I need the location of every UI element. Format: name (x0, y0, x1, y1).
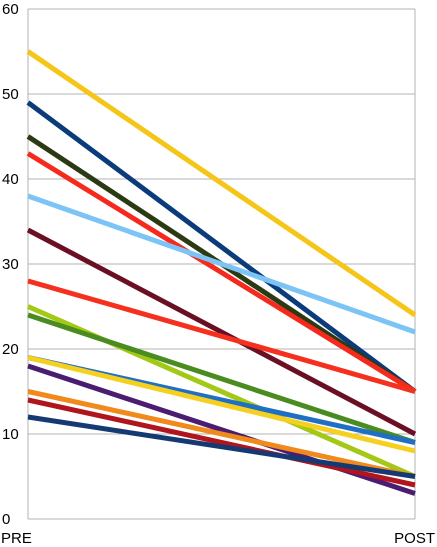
series-line-6 (26, 227, 417, 437)
series-line-5 (27, 193, 416, 335)
series-lines (26, 49, 417, 496)
series-line-4 (26, 151, 417, 394)
y-tick-label: 40 (2, 171, 19, 188)
series-line-2 (26, 100, 417, 394)
y-tick-label: 50 (2, 86, 19, 103)
y-tick-label: 0 (2, 511, 10, 528)
series-line-1 (26, 49, 417, 318)
x-tick-label: PRE (1, 530, 32, 547)
y-tick-label: 60 (2, 1, 19, 18)
x-tick-label: POST (394, 530, 435, 547)
y-tick-label: 30 (2, 256, 19, 273)
series-line-9 (27, 312, 416, 445)
series-line-14 (27, 397, 416, 488)
series-line-15 (27, 414, 416, 479)
x-axis-tick-labels: PRE POST (1, 530, 435, 547)
series-line-7 (27, 278, 416, 394)
y-axis-tick-labels: 0 10 20 30 40 50 60 (2, 1, 19, 528)
series-line-13 (27, 389, 416, 479)
y-tick-label: 20 (2, 341, 19, 358)
series-line-11 (27, 355, 416, 454)
y-tick-label: 10 (2, 426, 19, 443)
